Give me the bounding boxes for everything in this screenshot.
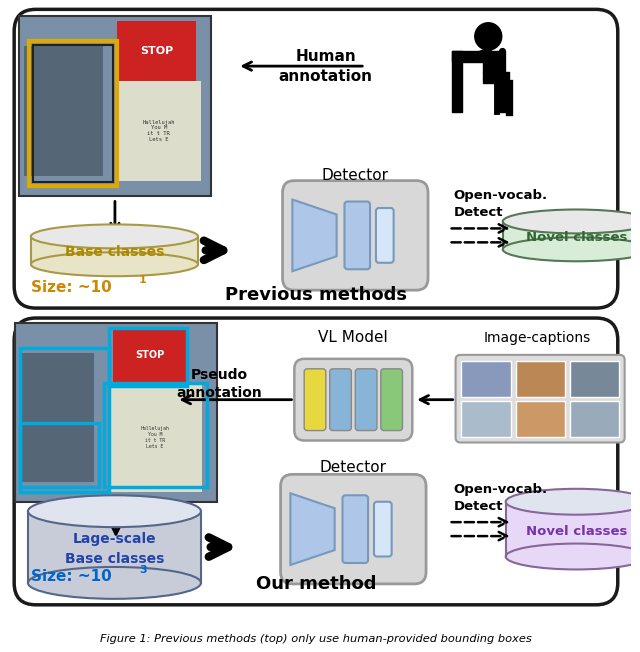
FancyBboxPatch shape: [344, 201, 370, 269]
Text: STOP: STOP: [135, 350, 164, 360]
Text: Detect: Detect: [454, 499, 503, 512]
Bar: [15, 323, 217, 502]
Bar: [461, 401, 511, 437]
Text: Detector: Detector: [320, 460, 387, 475]
Text: annotation: annotation: [177, 386, 262, 400]
Text: VL Model: VL Model: [319, 331, 388, 346]
Bar: [503, 222, 640, 249]
Bar: [109, 328, 187, 386]
Bar: [20, 422, 99, 487]
Polygon shape: [292, 200, 337, 271]
Ellipse shape: [503, 209, 640, 233]
Bar: [117, 22, 196, 81]
Text: 3: 3: [139, 565, 147, 575]
FancyBboxPatch shape: [374, 502, 392, 557]
Bar: [570, 401, 619, 437]
Text: Base classes: Base classes: [65, 245, 164, 259]
Circle shape: [475, 23, 502, 50]
Text: Figure 1: Previous methods (top) only use human-provided bounding boxes: Figure 1: Previous methods (top) only us…: [100, 634, 532, 644]
Text: annotation: annotation: [279, 68, 372, 83]
Ellipse shape: [28, 567, 201, 599]
Text: Open-vocab.: Open-vocab.: [454, 482, 548, 496]
Ellipse shape: [31, 224, 198, 248]
FancyBboxPatch shape: [304, 369, 326, 430]
FancyBboxPatch shape: [14, 9, 618, 308]
Ellipse shape: [31, 252, 198, 276]
Ellipse shape: [28, 496, 201, 527]
Text: Size: ~10: Size: ~10: [31, 569, 111, 584]
Bar: [29, 41, 117, 186]
Bar: [33, 45, 113, 182]
Text: Novel classes: Novel classes: [526, 231, 627, 244]
Text: Previous methods: Previous methods: [225, 286, 407, 304]
FancyBboxPatch shape: [294, 359, 412, 441]
Bar: [506, 502, 640, 557]
Bar: [28, 511, 201, 583]
Bar: [127, 81, 166, 116]
Ellipse shape: [506, 489, 640, 514]
Bar: [461, 361, 511, 396]
Text: Detect: Detect: [454, 206, 503, 219]
Bar: [20, 348, 109, 492]
Text: Pseudo: Pseudo: [191, 368, 248, 382]
Text: Image-captions: Image-captions: [484, 331, 591, 345]
Text: Human: Human: [296, 49, 356, 64]
FancyBboxPatch shape: [355, 369, 377, 430]
Ellipse shape: [503, 237, 640, 261]
FancyBboxPatch shape: [14, 318, 618, 605]
Text: STOP: STOP: [140, 46, 173, 56]
Bar: [20, 353, 94, 482]
Text: Open-vocab.: Open-vocab.: [454, 189, 548, 202]
Text: Detector: Detector: [322, 168, 388, 183]
Text: Our method: Our method: [256, 575, 376, 593]
FancyBboxPatch shape: [381, 369, 403, 430]
Text: Lage-scale: Lage-scale: [72, 532, 156, 546]
Bar: [24, 46, 102, 175]
Bar: [19, 16, 211, 196]
Bar: [31, 237, 198, 264]
Bar: [570, 361, 619, 396]
FancyBboxPatch shape: [456, 355, 625, 443]
Bar: [516, 361, 564, 396]
FancyBboxPatch shape: [330, 369, 351, 430]
Ellipse shape: [506, 544, 640, 569]
Bar: [109, 383, 202, 492]
Text: Hallelujah
You M
it t TR
Lets E: Hallelujah You M it t TR Lets E: [143, 119, 175, 142]
FancyBboxPatch shape: [282, 181, 428, 290]
Bar: [104, 383, 207, 487]
FancyBboxPatch shape: [280, 475, 426, 584]
Text: Novel classes: Novel classes: [526, 525, 627, 538]
Bar: [516, 401, 564, 437]
Polygon shape: [291, 494, 335, 565]
Text: Base classes: Base classes: [65, 552, 164, 566]
FancyBboxPatch shape: [376, 208, 394, 263]
Text: Size: ~10: Size: ~10: [31, 280, 111, 295]
Bar: [117, 81, 201, 181]
FancyBboxPatch shape: [342, 496, 368, 563]
Bar: [113, 328, 187, 383]
Text: Hallelujah
You M
it t TR
Lets E: Hallelujah You M it t TR Lets E: [140, 426, 169, 449]
Text: 1: 1: [139, 275, 147, 285]
